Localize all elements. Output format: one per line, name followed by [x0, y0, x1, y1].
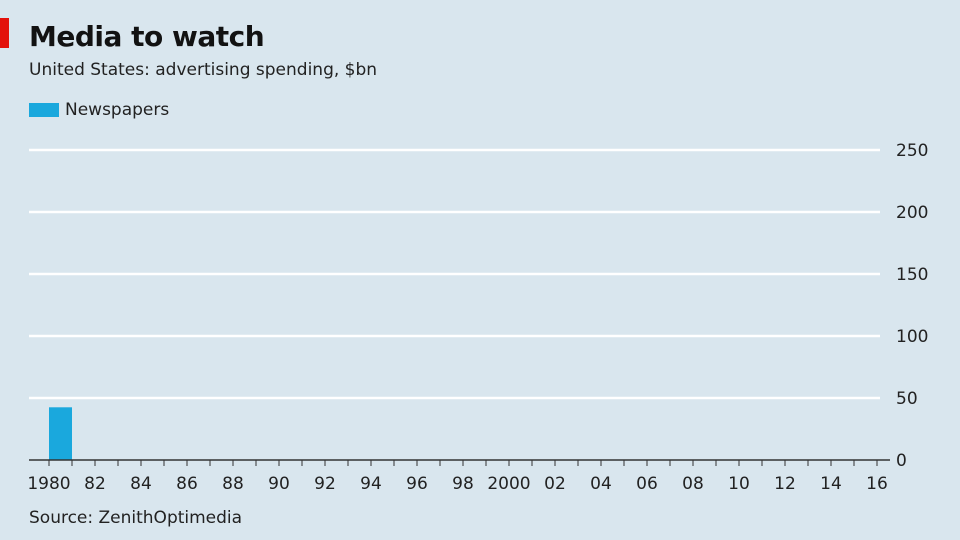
x-tick-label-1980: 1980: [27, 474, 70, 494]
y-tick-label-100: 100: [896, 327, 928, 347]
x-tick-label-2006: 06: [636, 474, 658, 494]
x-tick-label-1988: 88: [222, 474, 244, 494]
x-tick-label-1990: 90: [268, 474, 290, 494]
chart-title: Media to watch: [29, 20, 265, 53]
x-tick-label-2002: 02: [544, 474, 566, 494]
legend: Newspapers: [29, 100, 169, 120]
x-tick-label-1994: 94: [360, 474, 382, 494]
x-tick-label-2012: 12: [774, 474, 796, 494]
x-tick-label-1986: 86: [176, 474, 198, 494]
x-tick-label-2014: 14: [820, 474, 842, 494]
x-tick-label-1992: 92: [314, 474, 336, 494]
chart-subtitle: United States: advertising spending, $bn: [29, 60, 378, 80]
y-tick-label-150: 150: [896, 265, 928, 285]
y-tick-label-0: 0: [896, 451, 907, 471]
brand-red-tab: [0, 18, 9, 48]
x-tick-label-2000: 2000: [487, 474, 530, 494]
y-tick-label-200: 200: [896, 203, 928, 223]
x-tick-label-2008: 08: [682, 474, 704, 494]
x-tick-label-1996: 96: [406, 474, 428, 494]
x-tick-label-2004: 04: [590, 474, 612, 494]
x-tick-label-2016: 16: [866, 474, 888, 494]
y-tick-label-250: 250: [896, 141, 928, 161]
source-note: Source: ZenithOptimedia: [29, 508, 243, 528]
legend-label-newspapers: Newspapers: [65, 100, 170, 120]
bar-newspapers-1980: [49, 407, 72, 460]
x-tick-label-1982: 82: [84, 474, 106, 494]
x-tick-label-1998: 98: [452, 474, 474, 494]
x-tick-label-2010: 10: [728, 474, 750, 494]
legend-swatch-newspapers: [29, 103, 59, 117]
x-tick-label-1984: 84: [130, 474, 152, 494]
y-tick-label-50: 50: [896, 389, 918, 409]
